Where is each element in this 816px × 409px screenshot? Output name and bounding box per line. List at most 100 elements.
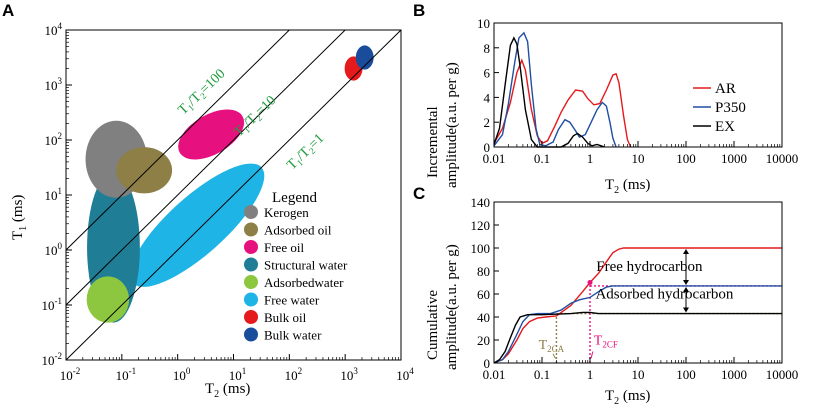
panel-c-ticks: 0.01 0.1 1 10 100 1000 10000 0 20 40 60 80 100 120 140 — [471, 195, 799, 382]
a-y-tick-label-exp: 4 — [58, 21, 63, 31]
ratio-label-sub: 2 — [254, 113, 264, 123]
panel-b-ticks: 0.01 0.1 1 10 100 1000 10000 0 2 4 6 8 10 — [477, 16, 798, 166]
series-line-p350 — [493, 31, 617, 148]
annotation-label: Free hydrocarbon — [596, 259, 703, 275]
y-tick-label: 0 — [484, 356, 491, 371]
a-y-tick-label-base: 10 — [45, 78, 58, 93]
series-line-ar — [493, 58, 632, 148]
a-x-tick-label-exp: -1 — [129, 366, 137, 376]
a-x-tick-label-base: 10 — [60, 368, 73, 383]
panel-b-frame — [493, 22, 783, 148]
a-x-tick-label-exp: 3 — [353, 366, 358, 376]
y-tick-label: 6 — [484, 66, 491, 81]
ratio-line-1 — [66, 30, 401, 360]
ratio-label-sub: 1 — [186, 103, 196, 113]
y-tick-label: 100 — [471, 241, 491, 256]
a-x-tick-label-exp: -2 — [73, 366, 81, 376]
panel-label-a: A — [2, 1, 14, 20]
legend-item-label: Bulk water — [264, 328, 322, 343]
a-x-tick-label-base: 10 — [396, 368, 409, 383]
a-x-tick-label-exp: 4 — [409, 366, 414, 376]
panel-a-legend: Legend Kerogen Adsorbed oil Free oil Struct… — [244, 190, 348, 343]
legend-title: Legend — [272, 190, 317, 206]
a-x-tick-label: 104 — [396, 366, 414, 383]
legend-label: EX — [715, 119, 735, 135]
panel-label-c: C — [413, 184, 425, 203]
a-x-tick-label-base: 10 — [229, 368, 242, 383]
x-tick-label: 10000 — [766, 151, 799, 166]
legend-item-label: Free oil — [264, 240, 304, 255]
y-tick-label: 2 — [484, 115, 491, 130]
legend-swatch — [244, 292, 258, 307]
marker-sub: 2CA — [547, 344, 565, 354]
x-tick-label: 10000 — [766, 367, 799, 382]
a-y-tick-label-base: 10 — [45, 133, 58, 148]
a-y-tick-label-exp: 0 — [58, 241, 63, 251]
legend-swatch — [244, 222, 258, 237]
a-y-tick-label-exp: 3 — [58, 76, 63, 86]
a-y-tick-label: 10-2 — [42, 351, 63, 368]
panel-b-series — [493, 31, 632, 148]
legend-item-label: Adsorbedwater — [264, 275, 344, 290]
x-tick-label: 0.01 — [483, 151, 506, 166]
marker-main: T — [594, 334, 603, 349]
y-tick-label: 4 — [484, 90, 491, 105]
a-x-tick-label-exp: 0 — [186, 366, 191, 376]
a-x-tick-label-exp: 2 — [298, 366, 303, 376]
panel-c-x-axis-title: T2 (ms) — [605, 388, 650, 407]
a-y-tick-label-exp: 2 — [58, 131, 63, 141]
legend-swatch — [244, 205, 258, 219]
region-free-oil — [178, 109, 245, 160]
panel-a-x-axis-title: T2 (ms) — [205, 381, 250, 400]
a-x-tick-label-base: 10 — [116, 368, 129, 383]
panel-c-y-title-line1: Cumulative — [425, 290, 441, 360]
x-tick-label: 100 — [676, 151, 696, 166]
legend-label: P350 — [715, 100, 746, 116]
legend-swatch — [244, 240, 258, 254]
a-x-tick-label: 101 — [229, 366, 247, 383]
a-y-tick-label-base: 10 — [45, 243, 58, 258]
a-y-tick-label: 10-1 — [42, 296, 63, 313]
range-arrow-head-down — [683, 307, 689, 313]
ratio-label-10: T1/T2=10 — [231, 93, 279, 141]
panel-b-x-axis-title: T2 (ms) — [605, 177, 650, 196]
a-y-tick-label-base: 10 — [42, 298, 55, 313]
marker-label: T2CF — [594, 334, 618, 350]
ratio-line-10 — [66, 30, 346, 306]
marker-pointer-t2ca — [552, 353, 556, 359]
panel-label-b: B — [413, 1, 425, 20]
ratio-label-1: T1/T2=1 — [284, 131, 327, 174]
panel-c-frame — [493, 201, 783, 364]
a-x-tick-label: 10-2 — [60, 366, 81, 383]
panel-a-ticks: 10-2 10-1 100 101 102 103 10410-210-1100101102… — [42, 21, 415, 383]
series-line-ex — [493, 311, 782, 364]
region-bulk-water — [355, 45, 374, 70]
legend-item-label: Adsorbed oil — [264, 223, 332, 238]
x-tick-label: 100 — [676, 367, 696, 382]
panel-a-regions — [85, 45, 374, 323]
a-y-tick-label-exp: -2 — [55, 351, 63, 361]
ratio-label-sub: 1 — [242, 125, 252, 135]
x-tick-label: 10 — [632, 151, 645, 166]
y-tick-label: 10 — [477, 16, 490, 31]
a-y-tick-label: 102 — [45, 131, 63, 148]
panel-a-y-axis-title: T1 (ms) — [10, 195, 29, 240]
a-x-tick-label-base: 10 — [285, 368, 298, 383]
region-free-water — [130, 163, 265, 287]
panel-c-series — [493, 247, 782, 364]
y-tick-label: 0 — [484, 140, 491, 155]
legend-item-label: Kerogen — [264, 205, 309, 220]
x-tick-label: 0.1 — [534, 367, 550, 382]
x-tick-label: 1 — [587, 151, 594, 166]
range-arrow-head-up — [683, 249, 689, 254]
legend-swatch — [244, 275, 258, 289]
marker-pointer-t2cf — [590, 351, 594, 359]
ratio-line-100 — [66, 30, 291, 251]
panel-b-y-title-line2: amplitude(a.u. per g) — [444, 62, 460, 188]
x-tick-label: 0.1 — [534, 151, 550, 166]
y-tick-label: 120 — [471, 218, 491, 233]
y-tick-label: 140 — [471, 195, 491, 210]
crossing-point — [587, 280, 593, 285]
